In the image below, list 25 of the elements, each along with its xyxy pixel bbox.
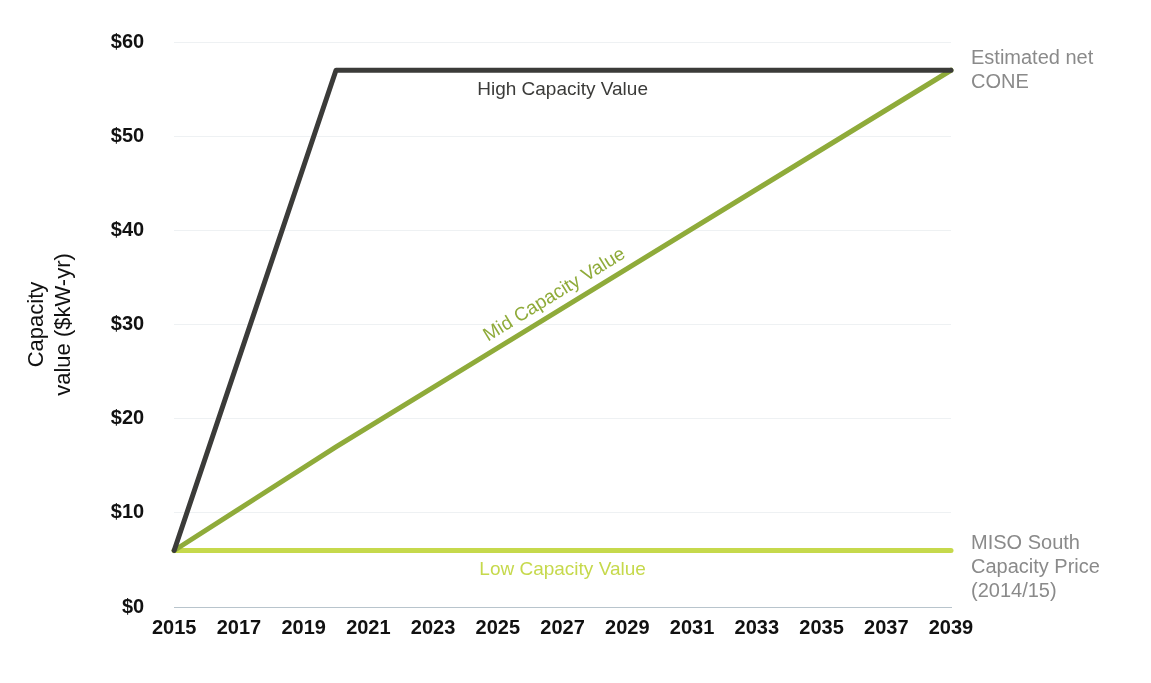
- x-tick-label: 2021: [346, 615, 391, 638]
- x-tick-label: 2015: [151, 615, 197, 638]
- y-tick-label: $30: [110, 312, 145, 335]
- y-tick-label: $0: [121, 594, 145, 617]
- x-tick-label: 2029: [605, 615, 650, 638]
- series-label: High Capacity Value: [477, 77, 648, 99]
- x-tick-label: 2017: [216, 615, 262, 638]
- y-tick-label: $10: [110, 500, 145, 523]
- x-tick-label: 2019: [281, 615, 326, 638]
- series-label: Low Capacity Value: [479, 558, 646, 580]
- annotation: Estimated net CONE: [971, 45, 1094, 92]
- x-tick-label: 2035: [799, 615, 844, 638]
- x-tick-label: 2039: [928, 615, 974, 638]
- x-tick-label: 2033: [734, 615, 780, 638]
- y-tick-label: $60: [110, 29, 145, 52]
- y-tick-label: $20: [110, 406, 145, 429]
- y-tick-label: $50: [110, 123, 145, 146]
- annotation: MISO South Capacity Price (2014/15): [971, 530, 1100, 601]
- y-axis-title: Capacity value ($kW-yr): [23, 253, 75, 396]
- x-tick-label: 2023: [410, 615, 456, 638]
- y-tick-label: $40: [110, 217, 145, 240]
- x-tick-label: 2031: [669, 615, 715, 638]
- x-tick-label: 2027: [540, 615, 585, 638]
- x-tick-label: 2025: [475, 615, 521, 638]
- x-tick-label: 2037: [864, 615, 909, 638]
